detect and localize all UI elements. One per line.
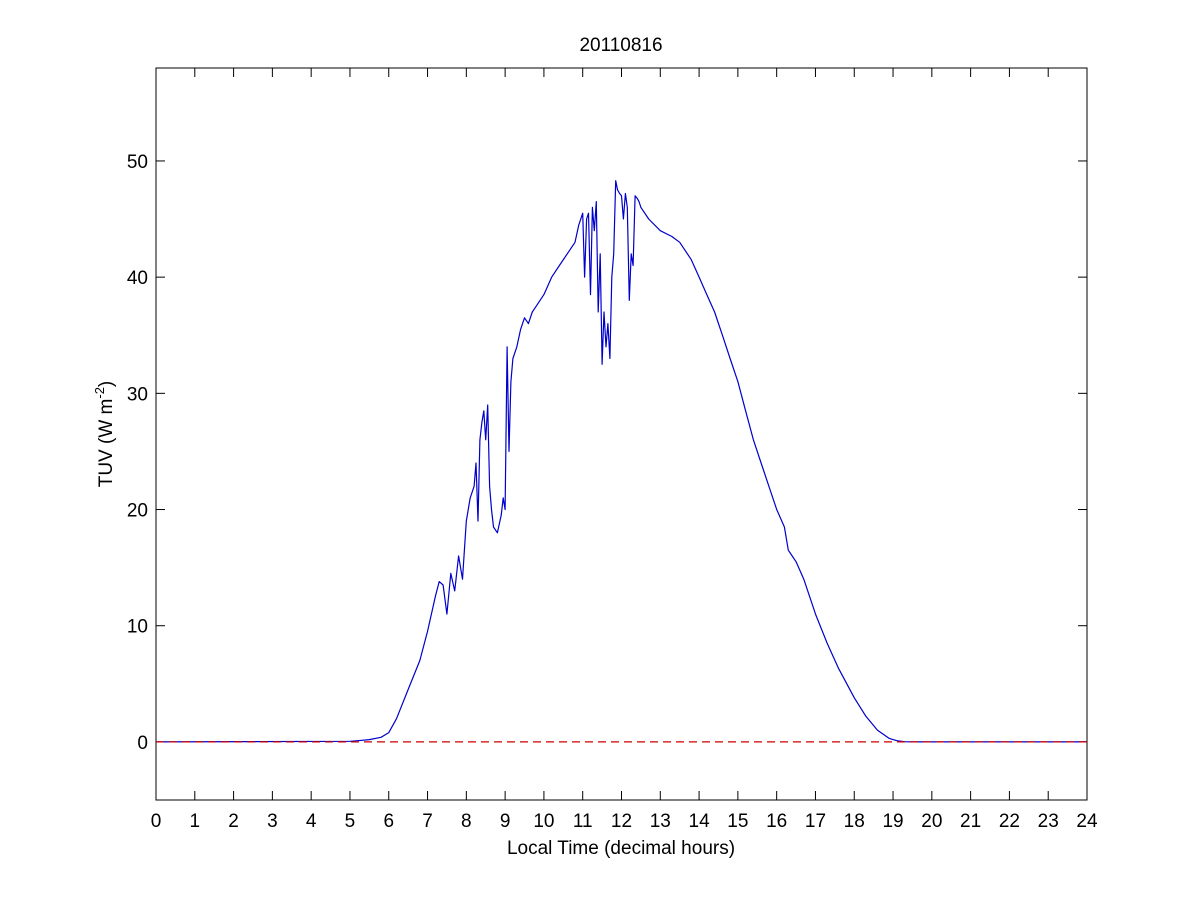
chart-title: 20110816 [579,35,662,56]
x-axis-label: Local Time (decimal hours) [507,838,735,859]
x-tick-label: 15 [727,811,748,832]
y-tick-label: 0 [137,733,148,754]
y-tick-label: 40 [127,268,148,289]
tuv-series-line [155,180,1087,743]
y-axis-ticks: 0 10 20 30 40 50 [127,152,1087,754]
x-tick-label: 9 [500,811,511,832]
x-axis-ticks: 0 1 2 3 4 5 6 7 8 9 10 11 12 13 14 15 16 17 18 19 20 21 22 23 24 [151,68,1098,832]
x-tick-label: 22 [999,811,1020,832]
x-tick-label: 5 [345,811,356,832]
y-axis-label: TUV (W m-2) [92,381,117,488]
series-layer [155,180,1087,743]
x-tick-label: 8 [461,811,472,832]
y-tick-label: 20 [127,501,148,522]
x-tick-label: 3 [267,811,278,832]
x-tick-label: 20 [921,811,942,832]
x-tick-label: 16 [766,811,787,832]
x-tick-label: 2 [228,811,239,832]
x-tick-label: 0 [151,811,162,832]
plot-area [155,67,1088,801]
x-tick-label: 1 [190,811,201,832]
x-tick-label: 10 [533,811,554,832]
x-tick-label: 21 [960,811,981,832]
y-axis-label-superscript: -2 [92,387,107,399]
x-tick-label: 4 [306,811,317,832]
y-tick-label: 50 [127,152,148,173]
y-tick-label: 30 [127,384,148,405]
y-tick-label: 10 [127,617,148,638]
x-tick-label: 17 [805,811,826,832]
x-tick-label: 13 [650,811,671,832]
x-tick-label: 23 [1038,811,1059,832]
y-axis-label-main: TUV (W m [96,399,117,488]
x-tick-label: 19 [882,811,903,832]
x-tick-label: 7 [422,811,433,832]
x-tick-label: 18 [844,811,865,832]
x-tick-label: 24 [1076,811,1098,832]
x-tick-label: 14 [689,811,711,832]
x-tick-label: 12 [611,811,632,832]
y-axis-label-suffix: ) [96,381,117,387]
x-tick-label: 6 [383,811,394,832]
x-tick-label: 11 [573,811,593,832]
